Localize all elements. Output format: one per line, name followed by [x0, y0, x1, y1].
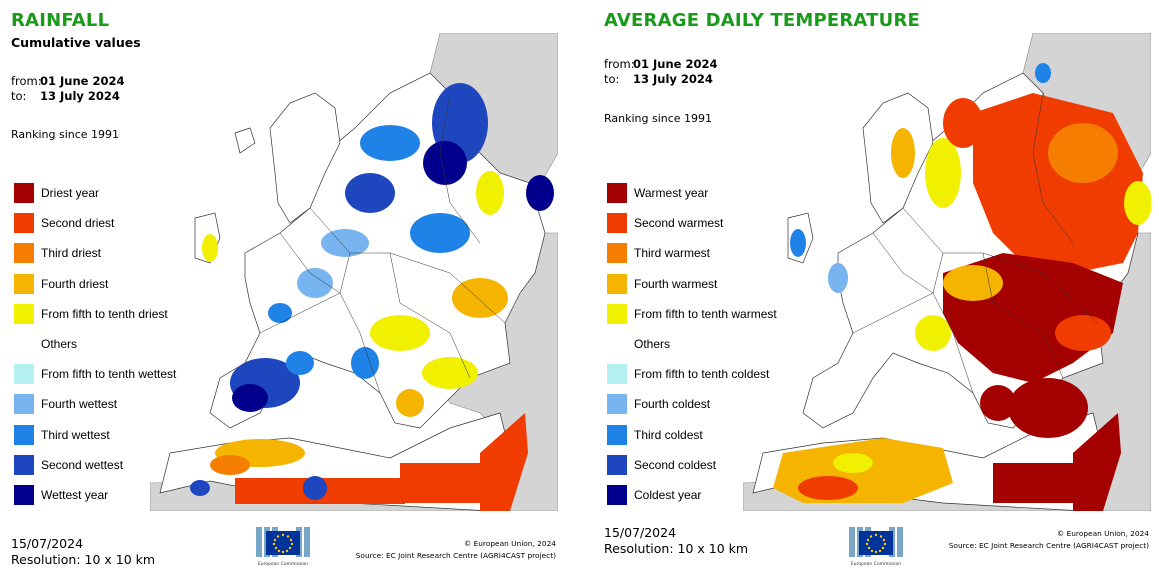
legend-swatch	[607, 213, 627, 234]
legend-label: Warmest year	[634, 186, 709, 200]
legend-label: Others	[41, 336, 78, 351]
legend-swatch	[14, 333, 34, 354]
to-value: 13 July 2024	[633, 72, 713, 86]
ec-logo-text: European Commission	[258, 561, 308, 567]
legend-swatch	[607, 273, 627, 294]
legend-swatch	[607, 243, 627, 264]
legend-label: Third driest	[41, 246, 102, 261]
legend-label: Second driest	[41, 216, 115, 231]
legend-swatch	[607, 303, 627, 324]
from-label: from:	[11, 74, 42, 88]
to-label: to:	[11, 89, 27, 103]
source-text: Source: EC Joint Research Centre (AGRI4C…	[355, 551, 556, 560]
legend-swatch	[14, 243, 34, 264]
legend-swatch	[14, 213, 34, 234]
legend-label: From fifth to tenth coldest	[634, 367, 770, 382]
legend-label: Fourth wettest	[41, 397, 118, 412]
legend-swatch	[607, 394, 627, 415]
from-label: from:	[604, 57, 635, 71]
from-value: 01 June 2024	[633, 57, 718, 71]
to-label: to:	[604, 72, 620, 86]
rainfall-title: RAINFALL	[11, 10, 110, 31]
copyright-text: © European Union, 2024	[1056, 529, 1149, 538]
temperature-title: AVERAGE DAILY TEMPERATURE	[604, 10, 921, 31]
legend-label: Fourth driest	[41, 276, 109, 291]
legend-swatch	[607, 454, 627, 475]
rainfall-subtitle: Cumulative values	[11, 35, 141, 50]
legend-swatch	[607, 364, 627, 385]
to-date-row: to: 13 July 2024	[11, 89, 120, 103]
legend-label: Driest year	[41, 186, 100, 200]
legend-label: Third warmest	[634, 246, 711, 261]
temperature-map	[743, 33, 1151, 511]
legend-label: Coldest year	[634, 487, 702, 502]
legend-swatch	[14, 484, 34, 505]
source-block: © European Union, 2024 Source: EC Joint …	[356, 538, 556, 562]
legend-label: Third coldest	[634, 427, 703, 442]
resolution-text: Resolution: 10 x 10 km	[11, 552, 156, 567]
from-value: 01 June 2024	[40, 74, 125, 88]
rainfall-panel: RAINFALL Cumulative values from:01 June …	[0, 0, 570, 582]
footer-date: 15/07/2024	[11, 536, 84, 551]
legend-label: From fifth to tenth wettest	[41, 367, 177, 382]
legend-swatch	[14, 273, 34, 294]
resolution-text: Resolution: 10 x 10 km	[604, 541, 749, 556]
legend-label: Second coldest	[634, 457, 717, 472]
legend-swatch	[14, 394, 34, 415]
copyright-text: © European Union, 2024	[463, 539, 556, 548]
to-value: 13 July 2024	[40, 89, 120, 103]
legend-label: From fifth to tenth driest	[41, 306, 168, 321]
legend-swatch	[607, 333, 627, 354]
legend-swatch	[14, 454, 34, 475]
legend-label: Others	[634, 336, 671, 351]
european-commission-logo: European Commission	[256, 527, 310, 567]
ranking-text: Ranking since 1991	[11, 128, 120, 141]
legend-swatch	[607, 183, 627, 203]
legend-swatch	[14, 424, 34, 445]
to-date-row: to: 13 July 2024	[604, 72, 713, 86]
source-block: © European Union, 2024 Source: EC Joint …	[949, 528, 1149, 552]
legend-label: Second warmest	[634, 216, 724, 231]
land-base	[234, 127, 256, 154]
legend-swatch	[607, 424, 627, 445]
legend-label: From fifth to tenth warmest	[634, 306, 777, 321]
legend-swatch	[14, 303, 34, 324]
temperature-panel: AVERAGE DAILY TEMPERATURE from:01 June 2…	[593, 0, 1159, 582]
rainfall-patches	[190, 83, 554, 511]
rainfall-map	[150, 33, 558, 511]
legend-label: Second wettest	[41, 457, 124, 472]
from-date-row: from:01 June 2024	[11, 74, 124, 88]
legend-swatch	[14, 183, 34, 203]
european-commission-logo: European Commission	[849, 527, 903, 567]
source-text: Source: EC Joint Research Centre (AGRI4C…	[948, 541, 1149, 550]
ec-logo-text: European Commission	[851, 561, 901, 567]
ranking-text: Ranking since 1991	[604, 112, 713, 125]
land-base	[269, 92, 341, 224]
legend-label: Wettest year	[41, 487, 109, 502]
legend-label: Fourth warmest	[634, 276, 718, 291]
legend-swatch	[14, 364, 34, 385]
legend-label: Third wettest	[41, 427, 110, 442]
footer-date: 15/07/2024	[604, 525, 677, 540]
legend-swatch	[607, 484, 627, 505]
temperature-patches	[773, 63, 1151, 511]
legend-label: Fourth coldest	[634, 397, 711, 412]
from-date-row: from:01 June 2024	[604, 57, 717, 71]
